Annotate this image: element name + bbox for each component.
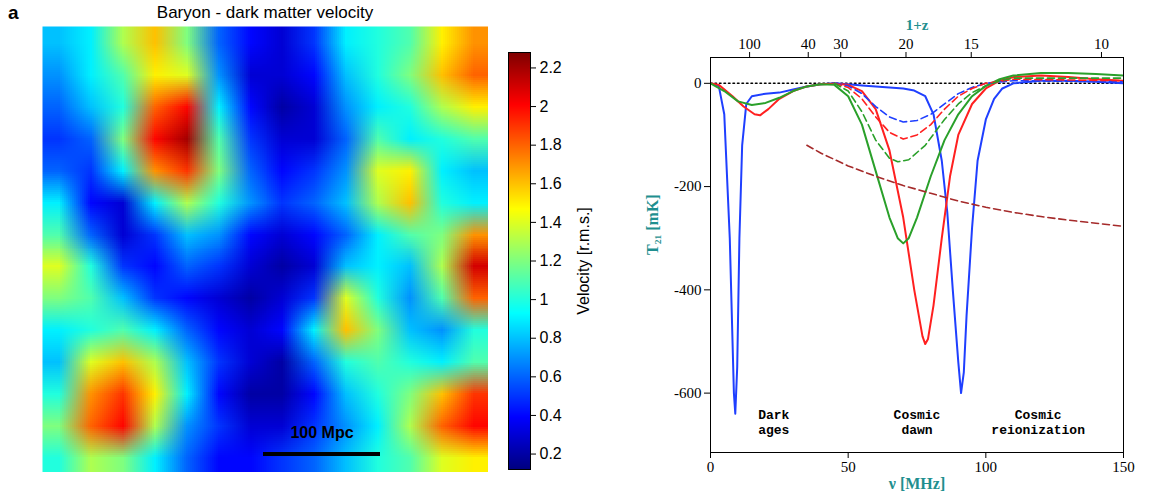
svg-text:0.8: 0.8 (540, 329, 562, 346)
html-text:a: a (8, 2, 19, 23)
svg-text:-400: -400 (674, 282, 702, 298)
svg-text:ν [MHz]: ν [MHz] (888, 475, 945, 492)
svg-text:30: 30 (833, 36, 848, 52)
svg-text:2.2: 2.2 (540, 59, 562, 76)
svg-text:40: 40 (801, 36, 816, 52)
svg-text:2: 2 (540, 98, 549, 115)
svg-text:100: 100 (738, 36, 761, 52)
svg-text:-600: -600 (674, 385, 702, 401)
svg-text:0: 0 (694, 75, 702, 91)
svg-text:0.4: 0.4 (540, 407, 562, 424)
svg-text:Cosmicreionization: Cosmicreionization (991, 408, 1085, 438)
svg-text:1.8: 1.8 (540, 136, 562, 153)
svg-text:Velocity [r.m.s.]: Velocity [r.m.s.] (575, 207, 592, 315)
svg-text:100: 100 (975, 459, 998, 475)
svg-text:0: 0 (707, 459, 715, 475)
svg-text:1.6: 1.6 (540, 175, 562, 192)
svg-text:10: 10 (1094, 36, 1109, 52)
svg-text:1.4: 1.4 (540, 214, 562, 231)
svg-text:1: 1 (540, 291, 549, 308)
svg-text:150: 150 (1112, 459, 1135, 475)
html-text:Baryon - dark matter velocity: Baryon - dark matter velocity (156, 3, 374, 22)
svg-text:T₂₁ [mK]: T₂₁ [mK] (644, 194, 661, 255)
svg-text:-200: -200 (674, 178, 702, 194)
svg-text:50: 50 (841, 459, 856, 475)
svg-text:15: 15 (964, 36, 979, 52)
svg-text:1+z: 1+z (906, 17, 929, 33)
svg-text:0.2: 0.2 (540, 445, 562, 462)
svg-text:0.6: 0.6 (540, 368, 562, 385)
svg-text:Darkages: Darkages (758, 408, 789, 438)
svg-text:1.2: 1.2 (540, 252, 562, 269)
svg-text:Cosmicdawn: Cosmicdawn (894, 408, 941, 438)
html-text:100 Mpc: 100 Mpc (290, 424, 354, 441)
svg-text:20: 20 (898, 36, 913, 52)
